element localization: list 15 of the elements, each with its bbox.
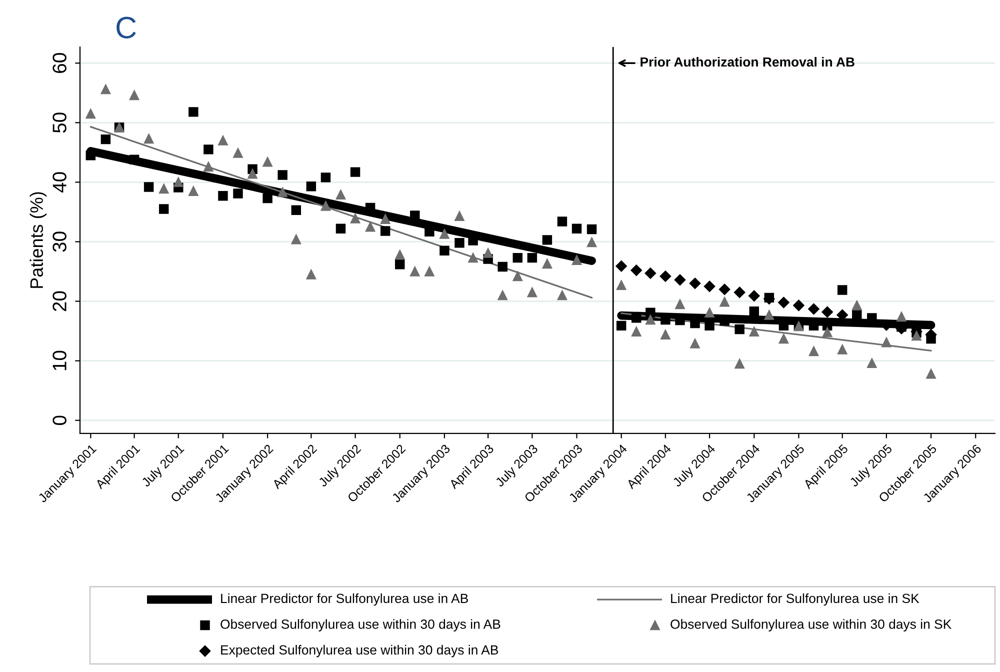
y-tick-label: 20 bbox=[52, 291, 66, 312]
y-tick-label: 30 bbox=[52, 232, 66, 252]
y-tick-label: 10 bbox=[52, 350, 66, 370]
ref-line-label: Prior Authorization Removal in AB bbox=[640, 56, 854, 67]
y-tick-label: 0 bbox=[52, 416, 66, 425]
legend-label: Expected Sulfonylurea use within 30 days in AB bbox=[221, 644, 498, 658]
legend-label: Observed Sulfonylurea use within 30 days in SK bbox=[670, 619, 952, 632]
legend-label: Linear Predictor for Sulfonylurea use in SK bbox=[671, 593, 920, 606]
y-axis-title: Patients (%) bbox=[30, 192, 47, 288]
legend-label: Observed Sulfonylurea use within 30 days in AB bbox=[220, 619, 500, 632]
legend-label: Linear Predictor for Sulfonylurea use in AB bbox=[221, 593, 468, 606]
y-tick-label: 40 bbox=[52, 172, 66, 193]
y-tick-label: 50 bbox=[52, 112, 66, 133]
y-tick-label: 60 bbox=[52, 53, 66, 73]
chart-title: C bbox=[116, 16, 136, 38]
